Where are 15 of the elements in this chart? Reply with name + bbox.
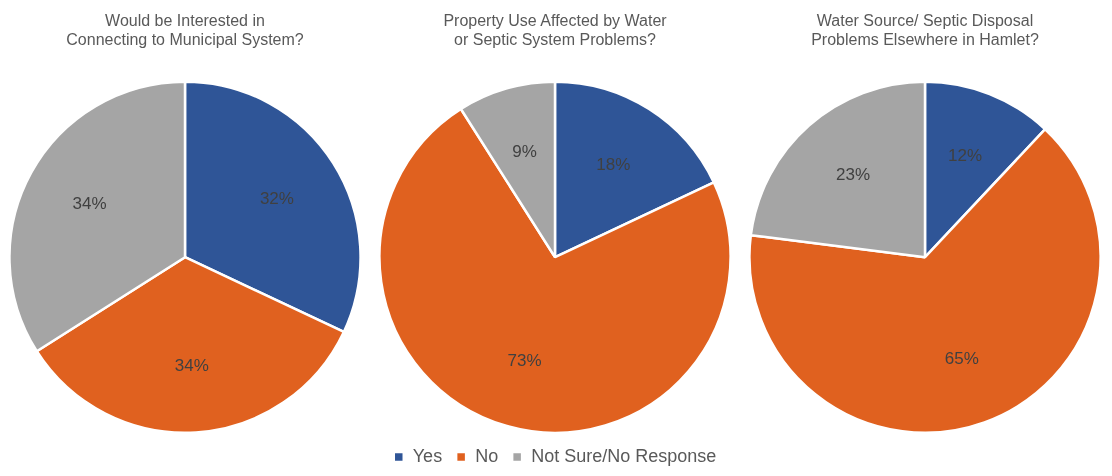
data-label: 12%	[948, 145, 983, 165]
data-label: 32%	[259, 188, 294, 208]
data-label: 18%	[596, 154, 631, 174]
data-label: 34%	[72, 194, 107, 214]
chart-title: Property Use Affected by Water or Septic System Problems?	[443, 12, 668, 49]
data-label: 34%	[174, 355, 209, 375]
data-label: 9%	[512, 142, 537, 162]
legend-label: No	[475, 445, 499, 466]
legend-label: Yes	[412, 445, 443, 466]
data-label: 65%	[944, 349, 979, 369]
chart-title: Would be Interested in Connecting to Municipal System?	[66, 12, 304, 49]
data-label: 23%	[836, 165, 871, 185]
chart-title: Water Source/ Septic Disposal Problems Elsewhere in Hamlet?	[811, 12, 1039, 49]
data-label: 73%	[507, 351, 542, 371]
legend-label: Not Sure/No Response	[531, 445, 717, 466]
